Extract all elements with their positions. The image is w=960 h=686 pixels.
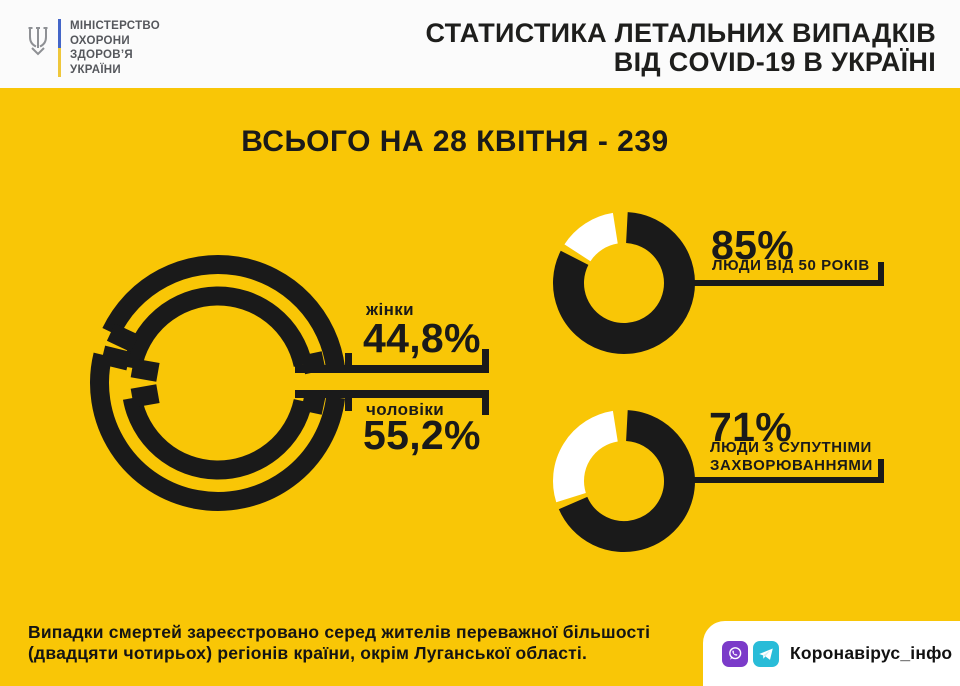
women-pointer-tick-end (482, 349, 489, 373)
gender-donut-chart (90, 254, 489, 511)
trident-icon (28, 27, 48, 56)
comorbidity-donut-arc-remainder (553, 410, 619, 503)
comorbidity-label: ЛЮДИ З СУПУТНІМИ ЗАХВОРЮВАННЯМИ (710, 439, 873, 474)
ministry-name: МІНІСТЕРСТВО ОХОРОНИ ЗДОРОВ’Я УКРАЇНИ (70, 19, 160, 77)
footer-note-line2: (двадцяти чотирьох) регіонів країни, окр… (28, 643, 588, 663)
viber-icon[interactable] (722, 640, 748, 667)
page-title-line2: ВІД COVID-19 В УКРАЇНІ (613, 47, 936, 77)
women-value: 44,8% (363, 315, 481, 361)
age-donut-chart (553, 212, 695, 354)
ministry-line: ЗДОРОВ’Я (70, 49, 133, 61)
age-value: 85% (711, 222, 794, 268)
big-donut-elbow-4 (301, 351, 326, 375)
logo-bar-yellow (58, 48, 61, 77)
ministry-line: МІНІСТЕРСТВО (70, 20, 160, 32)
footer-note: Випадки смертей зареєстровано серед жите… (28, 622, 708, 664)
footer-note-line1: Випадки смертей зареєстровано серед жите… (28, 622, 651, 642)
comorbidity-donut-chart (553, 410, 695, 552)
telegram-icon[interactable] (753, 640, 779, 667)
ministry-line: ОХОРОНИ (70, 34, 130, 47)
big-donut-elbow-1 (100, 345, 131, 371)
big-donut-arc-men-outer (90, 352, 346, 511)
men-pointer-line (295, 390, 489, 398)
age-label: ЛЮДИ ВІД 50 РОКІВ (712, 257, 870, 274)
header-band: МІНІСТЕРСТВО ОХОРОНИ ЗДОРОВ’Я УКРАЇНИ СТ… (0, 0, 960, 88)
big-donut-arc-men-inner (122, 396, 313, 480)
big-donut-elbow-3 (130, 384, 160, 408)
logo-bar-blue (58, 19, 61, 48)
channel-badge[interactable]: Коронавірус_інфо (703, 621, 960, 686)
comorbidity-label-line1: ЛЮДИ З СУПУТНІМИ (710, 439, 872, 456)
page-title: СТАТИСТИКА ЛЕТАЛЬНИХ ВИПАДКІВ ВІД COVID-… (426, 19, 936, 77)
logo-flag-bar (58, 19, 61, 77)
big-donut-elbow-0 (106, 323, 139, 353)
ministry-line: УКРАЇНИ (70, 63, 121, 76)
big-donut-arc-women-inner (122, 286, 313, 370)
age-lead-line (694, 280, 884, 286)
men-pointer-tick-end (482, 391, 489, 415)
page-title-line1: СТАТИСТИКА ЛЕТАЛЬНИХ ВИПАДКІВ (425, 18, 936, 48)
age-lead-tick (878, 262, 884, 286)
women-pointer-tick-near (345, 353, 352, 373)
channel-name[interactable]: Коронавірус_інфо (790, 643, 953, 663)
men-pointer-tick-near (345, 391, 352, 411)
men-label: чоловіки (366, 400, 445, 419)
comorbidity-donut-arc-main (558, 410, 695, 552)
comorbidity-label-line2: ЗАХВОРЮВАННЯМИ (710, 456, 873, 474)
age-donut-arc-remainder (564, 212, 619, 262)
comorbidity-lead-tick (878, 459, 884, 483)
men-value: 55,2% (363, 412, 481, 458)
big-donut-arc-women-outer (102, 254, 346, 370)
age-donut-arc-main (553, 212, 695, 354)
women-pointer-line (295, 365, 489, 373)
total-heading: ВСЬОГО НА 28 КВІТНЯ - 239 (241, 125, 669, 158)
comorbidity-value: 71% (709, 404, 792, 450)
women-label: жінки (366, 300, 415, 319)
big-donut-elbow-2 (130, 358, 160, 382)
big-donut-elbow-5 (301, 391, 326, 415)
comorbidity-lead-line (694, 477, 884, 483)
ministry-logo: МІНІСТЕРСТВО ОХОРОНИ ЗДОРОВ’Я УКРАЇНИ (26, 16, 160, 80)
